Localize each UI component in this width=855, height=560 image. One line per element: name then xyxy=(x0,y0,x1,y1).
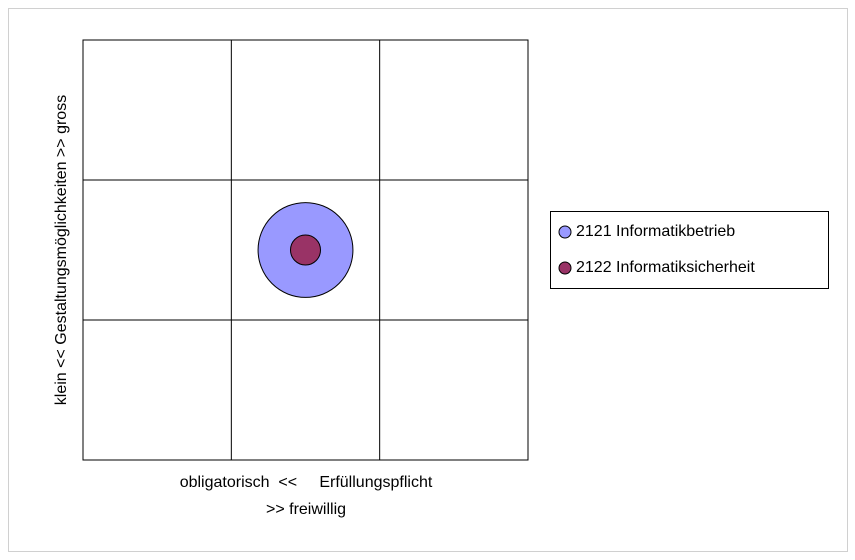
y-axis-label: klein << Gestaltungsmöglichkeiten >> gro… xyxy=(53,95,70,405)
legend xyxy=(550,211,829,289)
legend-label: 2122 Informatiksicherheit xyxy=(576,259,755,276)
legend-marker xyxy=(558,225,572,239)
bubble xyxy=(290,234,321,266)
x-axis-label: obligatorisch << Erfüllungspflicht xyxy=(180,474,433,491)
legend-label: 2121 Informatikbetrieb xyxy=(576,223,735,240)
x-axis-label: >> freiwillig xyxy=(266,501,346,518)
legend-marker xyxy=(558,261,572,275)
